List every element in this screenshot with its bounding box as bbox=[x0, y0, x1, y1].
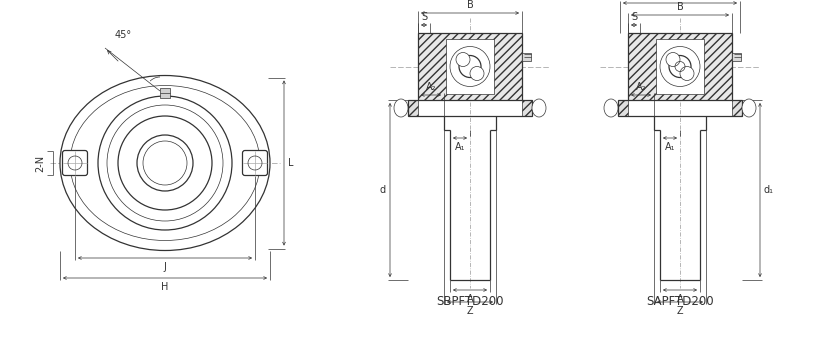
Bar bbox=[446, 39, 494, 94]
Circle shape bbox=[666, 52, 680, 67]
Text: Z: Z bbox=[467, 306, 473, 316]
Ellipse shape bbox=[394, 99, 408, 117]
Text: SAPFTD200: SAPFTD200 bbox=[646, 295, 714, 308]
Circle shape bbox=[680, 67, 694, 80]
Bar bbox=[656, 39, 704, 94]
Text: 45°: 45° bbox=[114, 30, 131, 40]
Bar bbox=[160, 88, 170, 98]
Bar bbox=[732, 100, 742, 116]
Circle shape bbox=[456, 52, 470, 67]
Text: A₁: A₁ bbox=[455, 142, 465, 152]
Bar bbox=[618, 100, 628, 116]
Text: d₁: d₁ bbox=[764, 185, 774, 195]
Text: d: d bbox=[380, 185, 386, 195]
Text: B: B bbox=[676, 2, 683, 12]
Circle shape bbox=[137, 135, 193, 191]
Text: H: H bbox=[162, 282, 169, 292]
Text: S: S bbox=[631, 12, 637, 22]
Bar bbox=[418, 33, 522, 100]
Text: S: S bbox=[421, 12, 427, 22]
Circle shape bbox=[470, 67, 484, 80]
Bar bbox=[408, 100, 418, 116]
Text: A₁: A₁ bbox=[665, 142, 676, 152]
Ellipse shape bbox=[60, 75, 270, 250]
Circle shape bbox=[98, 96, 232, 230]
Text: A₂: A₂ bbox=[636, 82, 646, 92]
Bar bbox=[522, 100, 532, 116]
Text: L: L bbox=[288, 158, 294, 168]
Bar bbox=[628, 33, 732, 100]
Text: B: B bbox=[467, 0, 473, 10]
Bar bbox=[732, 52, 741, 61]
Text: SBPFTD200: SBPFTD200 bbox=[437, 295, 503, 308]
Bar bbox=[522, 52, 531, 61]
Text: Z: Z bbox=[676, 306, 683, 316]
Ellipse shape bbox=[532, 99, 546, 117]
Text: A: A bbox=[467, 294, 473, 304]
Ellipse shape bbox=[604, 99, 618, 117]
FancyBboxPatch shape bbox=[242, 150, 268, 175]
Text: A: A bbox=[676, 294, 683, 304]
FancyBboxPatch shape bbox=[63, 150, 87, 175]
Text: 2-N: 2-N bbox=[35, 154, 45, 172]
Text: J: J bbox=[163, 262, 166, 272]
Text: A₂: A₂ bbox=[426, 82, 437, 92]
Ellipse shape bbox=[742, 99, 756, 117]
